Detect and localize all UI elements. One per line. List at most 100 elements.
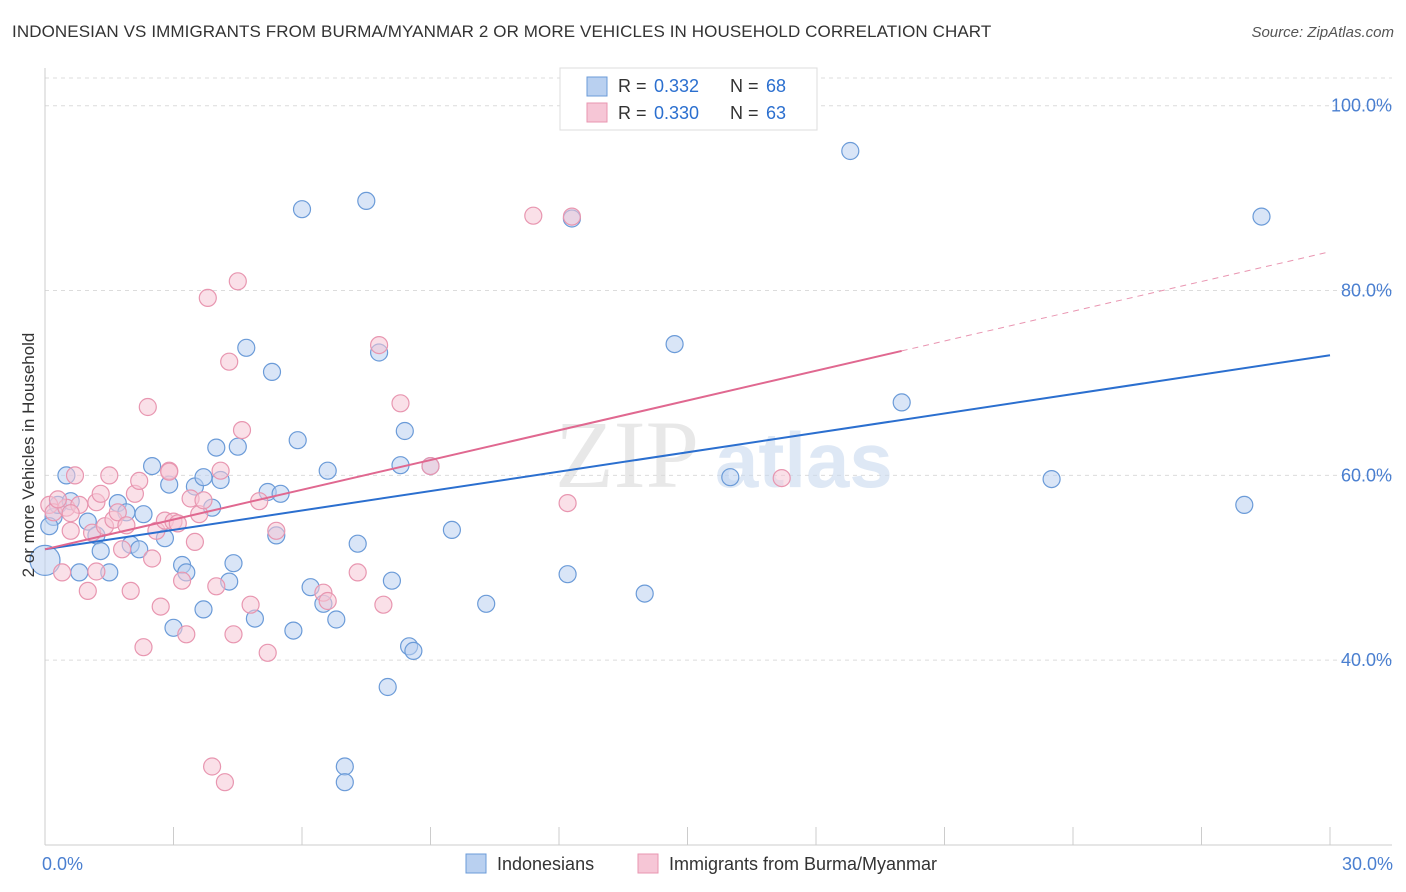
point-burma — [374, 595, 393, 614]
point-burma — [160, 462, 179, 481]
point-indonesians — [292, 200, 312, 219]
point-indonesians — [1235, 495, 1254, 514]
point-burma — [138, 397, 157, 417]
point-burma — [177, 625, 196, 644]
point-burma — [215, 773, 234, 792]
point-indonesians — [635, 584, 654, 603]
point-indonesians — [194, 468, 213, 487]
point-indonesians — [477, 594, 496, 613]
point-burma — [100, 466, 119, 485]
point-burma — [61, 504, 80, 523]
point-burma — [562, 207, 582, 226]
point-indonesians — [262, 362, 282, 381]
point-burma — [134, 638, 153, 657]
point-burma — [87, 562, 106, 581]
point-indonesians — [335, 757, 354, 776]
point-indonesians — [29, 544, 61, 577]
series-legend: Indonesians Immigrants from Burma/Myanma… — [465, 853, 937, 874]
point-burma — [108, 503, 127, 522]
legend-r-label: R = — [618, 76, 647, 96]
point-burma — [65, 466, 85, 485]
legend-n-label: N = — [730, 103, 759, 123]
point-indonesians — [665, 335, 684, 354]
point-burma — [207, 577, 226, 596]
point-burma — [348, 563, 367, 582]
legend-n-value: 63 — [766, 103, 786, 123]
point-indonesians — [224, 554, 243, 573]
point-indonesians — [841, 141, 860, 161]
tick-labels: 40.0% 60.0% 80.0% 100.0% 0.0% 30.0% — [42, 96, 1393, 874]
point-burma — [258, 643, 277, 662]
y-tick-label: 60.0% — [1341, 465, 1392, 485]
legend-swatch-burma — [586, 102, 608, 123]
point-burma — [173, 571, 192, 590]
point-burma — [558, 494, 577, 513]
y-axis-label: 2 or more Vehicles in Household — [19, 333, 38, 578]
legend-r-value: 0.330 — [654, 103, 699, 123]
y-tick-label: 40.0% — [1341, 650, 1392, 670]
point-indonesians — [558, 565, 577, 584]
watermark: ZIP atlas — [555, 401, 893, 508]
point-indonesians — [442, 520, 461, 540]
trend-line-burma — [44, 349, 902, 551]
point-indonesians — [327, 610, 346, 629]
stats-legend: R = 0.332 N = 68 R = 0.330 N = 63 — [559, 67, 818, 131]
bottom-legend-swatch-burma — [637, 853, 659, 874]
point-burma — [370, 336, 389, 355]
point-burma — [241, 595, 260, 614]
point-burma — [211, 461, 230, 480]
bottom-legend-swatch-indonesians — [465, 853, 487, 874]
point-indonesians — [404, 641, 423, 661]
data-points — [29, 141, 1271, 792]
point-burma — [52, 563, 72, 582]
legend-swatch-indonesians — [586, 76, 608, 97]
gridlines — [45, 77, 1392, 661]
point-indonesians — [721, 468, 740, 487]
trend-lines — [44, 251, 1331, 551]
y-tick-label: 80.0% — [1341, 281, 1392, 301]
point-burma — [143, 549, 162, 568]
point-indonesians — [207, 438, 226, 457]
point-indonesians — [378, 677, 397, 697]
point-burma — [232, 421, 252, 440]
point-indonesians — [237, 338, 256, 357]
x-tick-label: 0.0% — [42, 854, 83, 874]
point-burma — [318, 591, 337, 611]
point-indonesians — [194, 600, 213, 619]
point-indonesians — [91, 541, 110, 561]
point-indonesians — [348, 534, 367, 553]
point-burma — [91, 484, 110, 503]
chart-title: INDONESIAN VS IMMIGRANTS FROM BURMA/MYAN… — [12, 22, 992, 41]
point-burma — [391, 394, 410, 413]
point-burma — [772, 469, 791, 488]
point-burma — [198, 288, 217, 307]
point-indonesians — [284, 621, 303, 640]
point-indonesians — [288, 431, 307, 450]
point-burma — [224, 625, 243, 644]
point-indonesians — [228, 437, 247, 456]
point-indonesians — [892, 393, 911, 412]
point-burma — [130, 471, 149, 490]
watermark-atlas: atlas — [715, 416, 893, 504]
legend-n-label: N = — [730, 76, 759, 96]
x-tick-label: 30.0% — [1342, 854, 1393, 874]
point-burma — [112, 540, 132, 559]
bottom-legend-label-indonesians: Indonesians — [497, 854, 594, 874]
point-indonesians — [395, 421, 414, 441]
trend-line-indonesians — [44, 354, 1331, 551]
trend-line-burma-extrapolated — [901, 251, 1331, 352]
point-indonesians — [143, 457, 162, 476]
point-indonesians — [1042, 470, 1061, 489]
point-indonesians — [318, 461, 337, 480]
point-burma — [228, 272, 247, 291]
point-burma — [48, 490, 68, 509]
source-label: Source: ZipAtlas.com — [1251, 24, 1394, 41]
point-indonesians — [357, 191, 376, 210]
bottom-legend-label-burma: Immigrants from Burma/Myanmar — [669, 854, 937, 874]
legend-r-label: R = — [618, 103, 647, 123]
point-burma — [524, 206, 543, 225]
point-indonesians — [335, 773, 354, 792]
point-burma — [78, 581, 97, 601]
point-indonesians — [1252, 207, 1271, 226]
